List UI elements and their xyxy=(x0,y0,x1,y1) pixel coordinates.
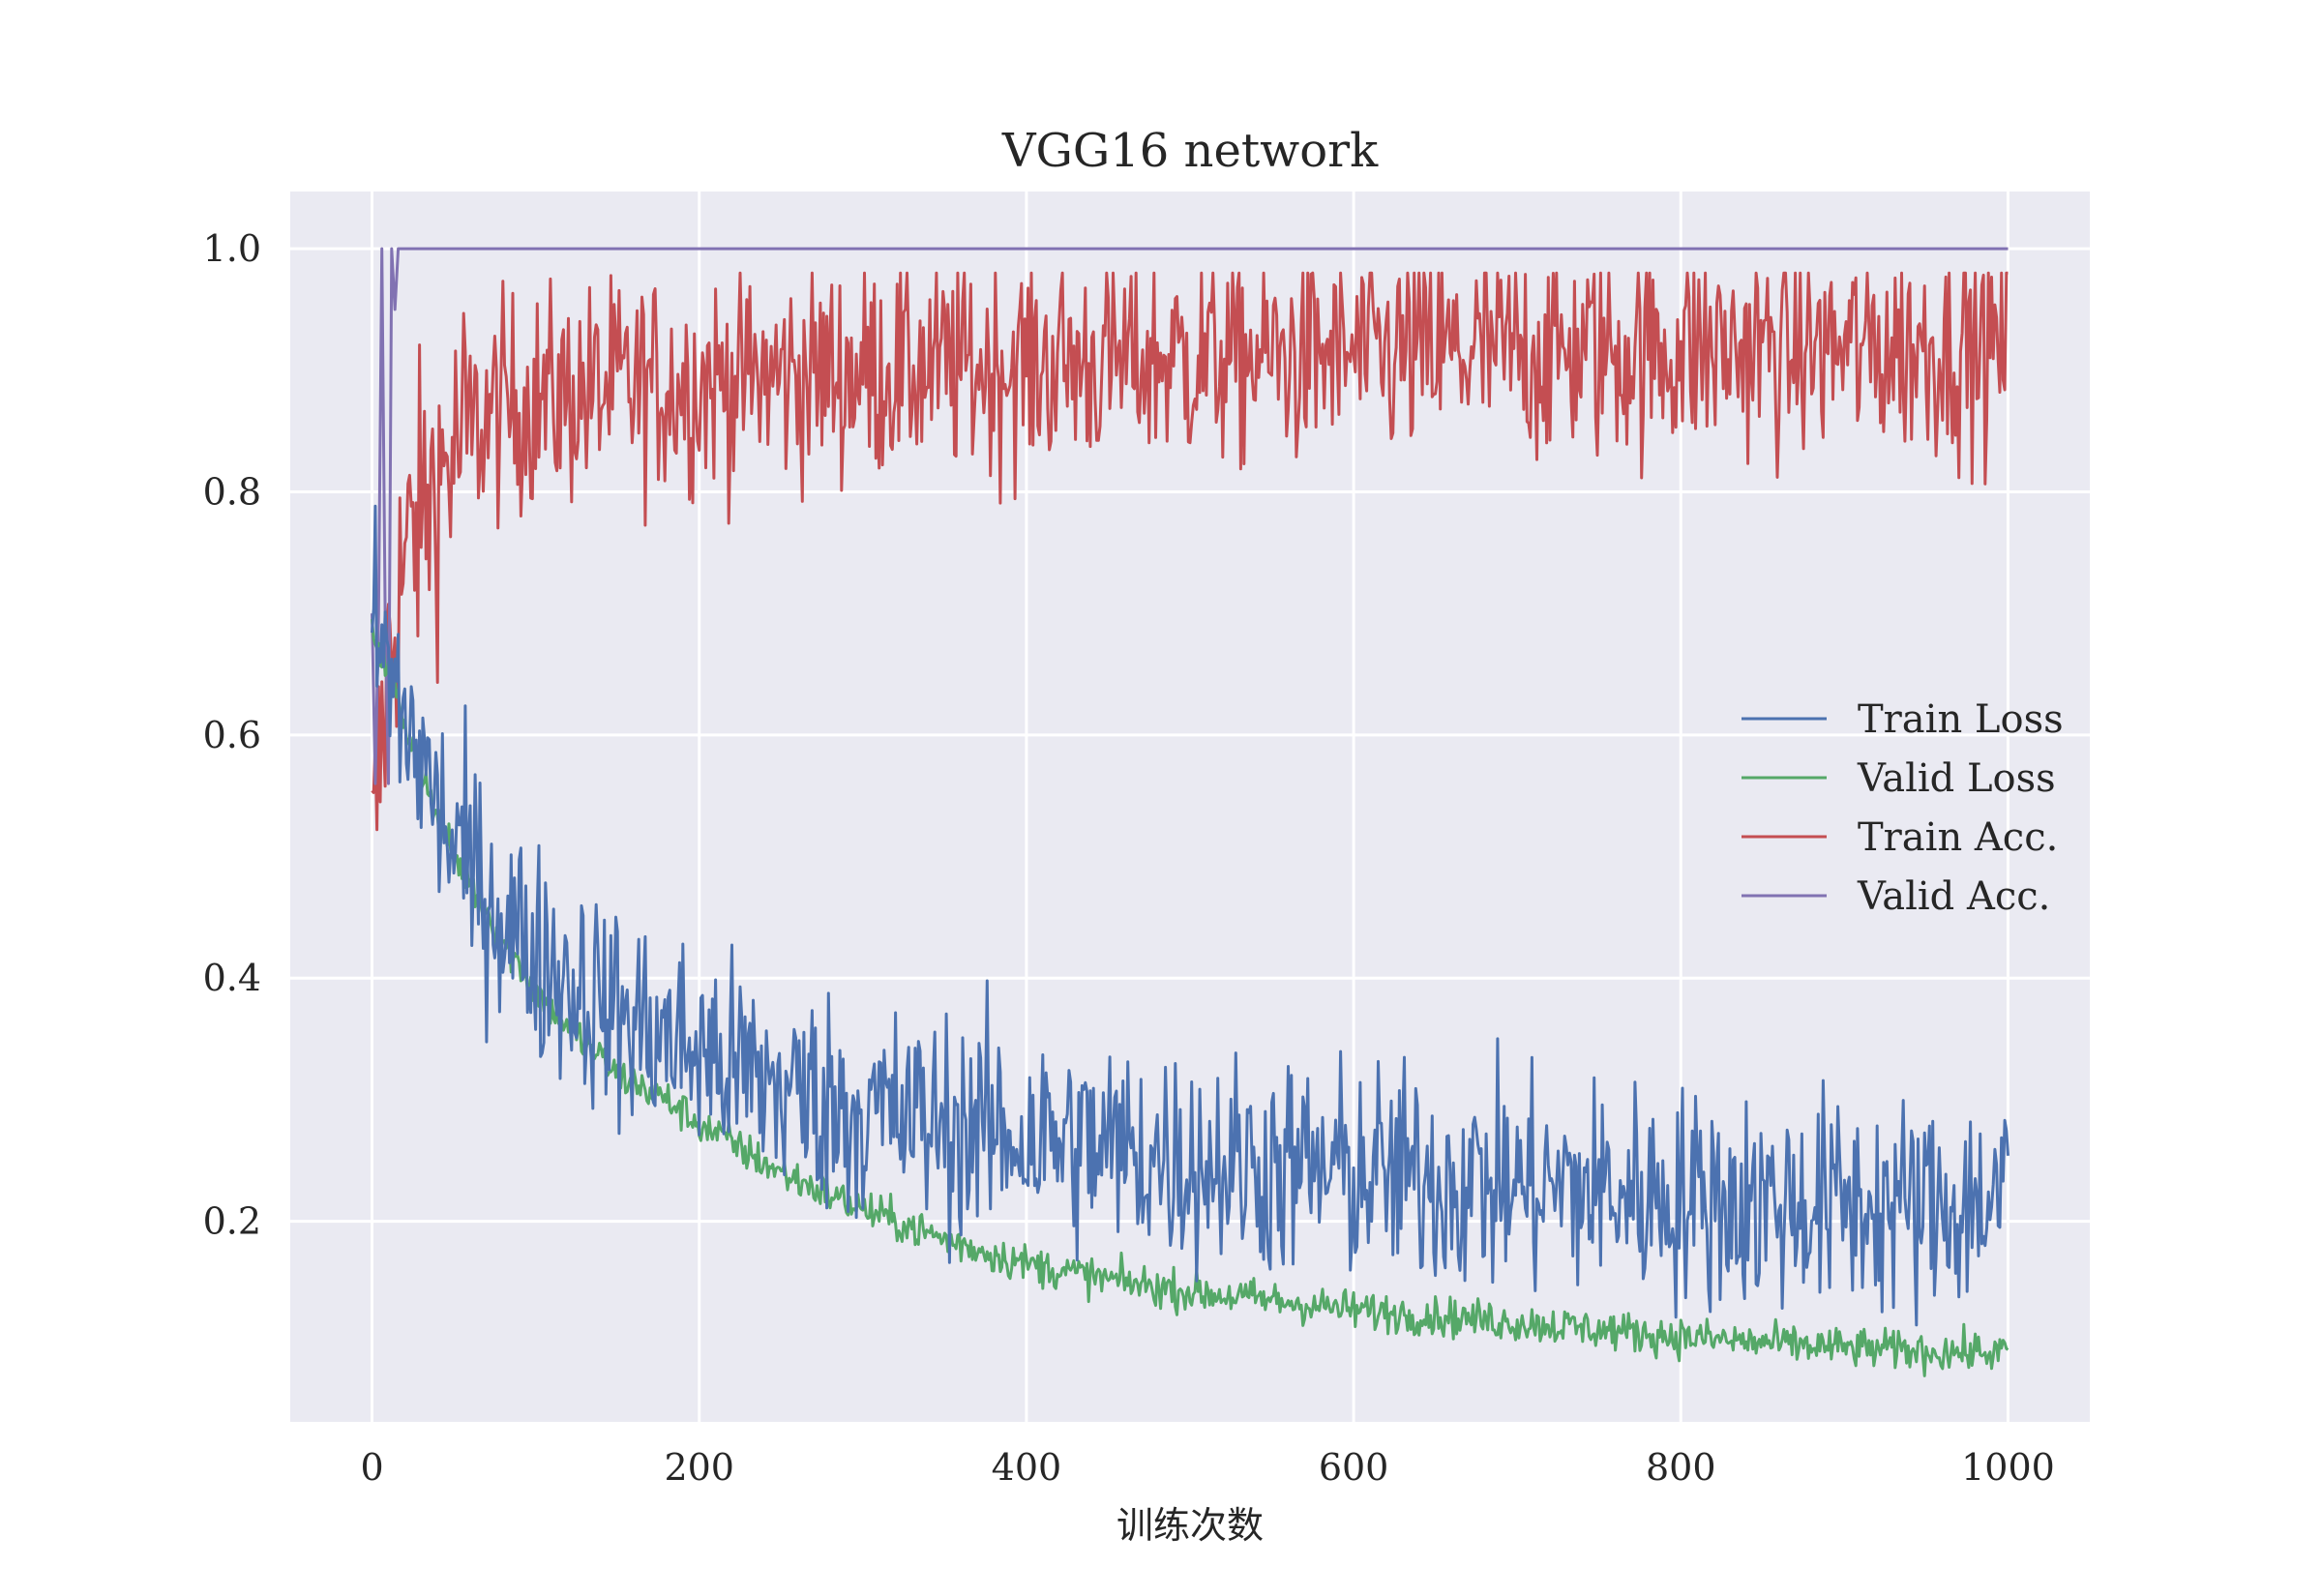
x-axis-ticks: 0 200 400 600 800 1000 xyxy=(360,1446,2054,1489)
x-tick-label: 1000 xyxy=(1961,1446,2055,1489)
x-tick-label: 400 xyxy=(992,1446,1062,1489)
series-line-valid-acc xyxy=(371,247,2009,785)
y-tick-label: 0.4 xyxy=(203,957,261,999)
y-axis-ticks: 0.2 0.4 0.6 0.8 1.0 xyxy=(203,227,261,1243)
x-tick-label: 800 xyxy=(1646,1446,1716,1489)
chart-title: VGG16 network xyxy=(1001,124,1379,178)
x-tick-label: 0 xyxy=(360,1446,383,1489)
y-tick-label: 1.0 xyxy=(203,227,261,270)
legend-label: Valid Loss xyxy=(1857,756,2056,801)
legend: Train Loss Valid Loss Train Acc. Valid Acc. xyxy=(1742,697,2064,919)
x-axis-label: 训练次数 xyxy=(1116,1504,1264,1547)
y-tick-label: 0.6 xyxy=(203,714,261,756)
legend-label: Valid Acc. xyxy=(1857,874,2050,919)
y-tick-label: 0.2 xyxy=(203,1200,261,1243)
y-tick-label: 0.8 xyxy=(203,470,261,513)
series-line-train-acc xyxy=(371,271,2009,832)
series-line-valid-loss xyxy=(371,618,2009,1377)
legend-label: Train Loss xyxy=(1858,697,2064,742)
x-tick-label: 600 xyxy=(1319,1446,1389,1489)
series-line-train-loss xyxy=(371,504,2009,1327)
legend-label: Train Acc. xyxy=(1858,815,2058,860)
x-tick-label: 200 xyxy=(664,1446,734,1489)
series-layer xyxy=(371,247,2009,1377)
